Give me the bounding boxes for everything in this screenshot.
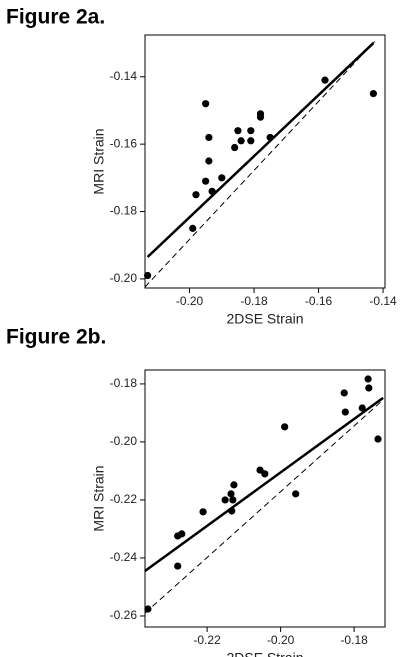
y-tick-label: -0.14 <box>110 69 138 83</box>
data-point <box>247 127 255 135</box>
y-tick-label: -0.22 <box>110 492 138 506</box>
y-tick-label: -0.16 <box>110 136 138 150</box>
figure-title: Figure 2a. <box>6 6 105 29</box>
data-point <box>237 137 245 145</box>
data-point <box>143 271 152 280</box>
regression-line <box>144 396 384 573</box>
data-point <box>247 137 255 145</box>
data-point <box>281 423 289 431</box>
data-point <box>321 76 329 84</box>
data-point <box>266 133 274 142</box>
reference-line <box>144 39 377 288</box>
figure-title: Figure 2b. <box>6 326 106 349</box>
x-tick-label: -0.20 <box>176 294 204 308</box>
data-point <box>229 496 237 504</box>
regression-line <box>146 42 375 258</box>
data-point <box>292 490 300 498</box>
x-tick-label: -0.18 <box>240 294 268 308</box>
data-point <box>144 605 152 613</box>
y-tick-label: -0.18 <box>110 204 138 218</box>
plot-frame <box>144 34 386 289</box>
x-tick-label: -0.18 <box>340 633 368 647</box>
reference-line <box>144 399 384 614</box>
y-tick-label: -0.20 <box>110 271 138 285</box>
y-tick-label: -0.18 <box>110 376 138 390</box>
data-point <box>261 470 269 478</box>
data-point <box>340 389 348 397</box>
data-point <box>374 435 382 443</box>
data-point <box>365 384 373 392</box>
data-point <box>205 157 213 165</box>
data-point <box>202 100 210 108</box>
data-point <box>192 191 200 199</box>
data-point <box>358 404 366 412</box>
data-point <box>256 113 265 121</box>
plot-frame <box>144 369 386 628</box>
data-point <box>189 224 197 232</box>
data-point <box>208 187 216 195</box>
y-axis-title: MRI Strain <box>91 128 107 194</box>
data-point <box>364 375 372 383</box>
x-tick-label: -0.20 <box>267 633 295 647</box>
data-point <box>227 490 235 498</box>
y-tick-label: -0.24 <box>110 550 138 564</box>
x-tick-label: -0.22 <box>193 633 221 647</box>
x-axis-title: 2DSE Strain <box>226 650 303 657</box>
data-point <box>234 127 242 135</box>
data-point <box>369 90 377 98</box>
data-point <box>205 133 213 142</box>
x-axis-title: 2DSE Strain <box>226 311 303 327</box>
y-axis-title: MRI Strain <box>91 465 107 531</box>
x-tick-label: -0.16 <box>305 294 333 308</box>
data-point <box>202 177 210 185</box>
data-point <box>178 530 186 538</box>
y-tick-label: -0.20 <box>110 434 138 448</box>
x-tick-label: -0.14 <box>369 294 397 308</box>
data-point <box>218 174 226 182</box>
data-point <box>228 507 236 515</box>
data-point <box>199 508 207 516</box>
data-point <box>341 408 349 416</box>
data-point <box>230 481 238 489</box>
y-tick-label: -0.26 <box>110 608 138 622</box>
data-point <box>174 562 182 570</box>
data-point <box>231 143 239 152</box>
data-point <box>221 496 229 504</box>
